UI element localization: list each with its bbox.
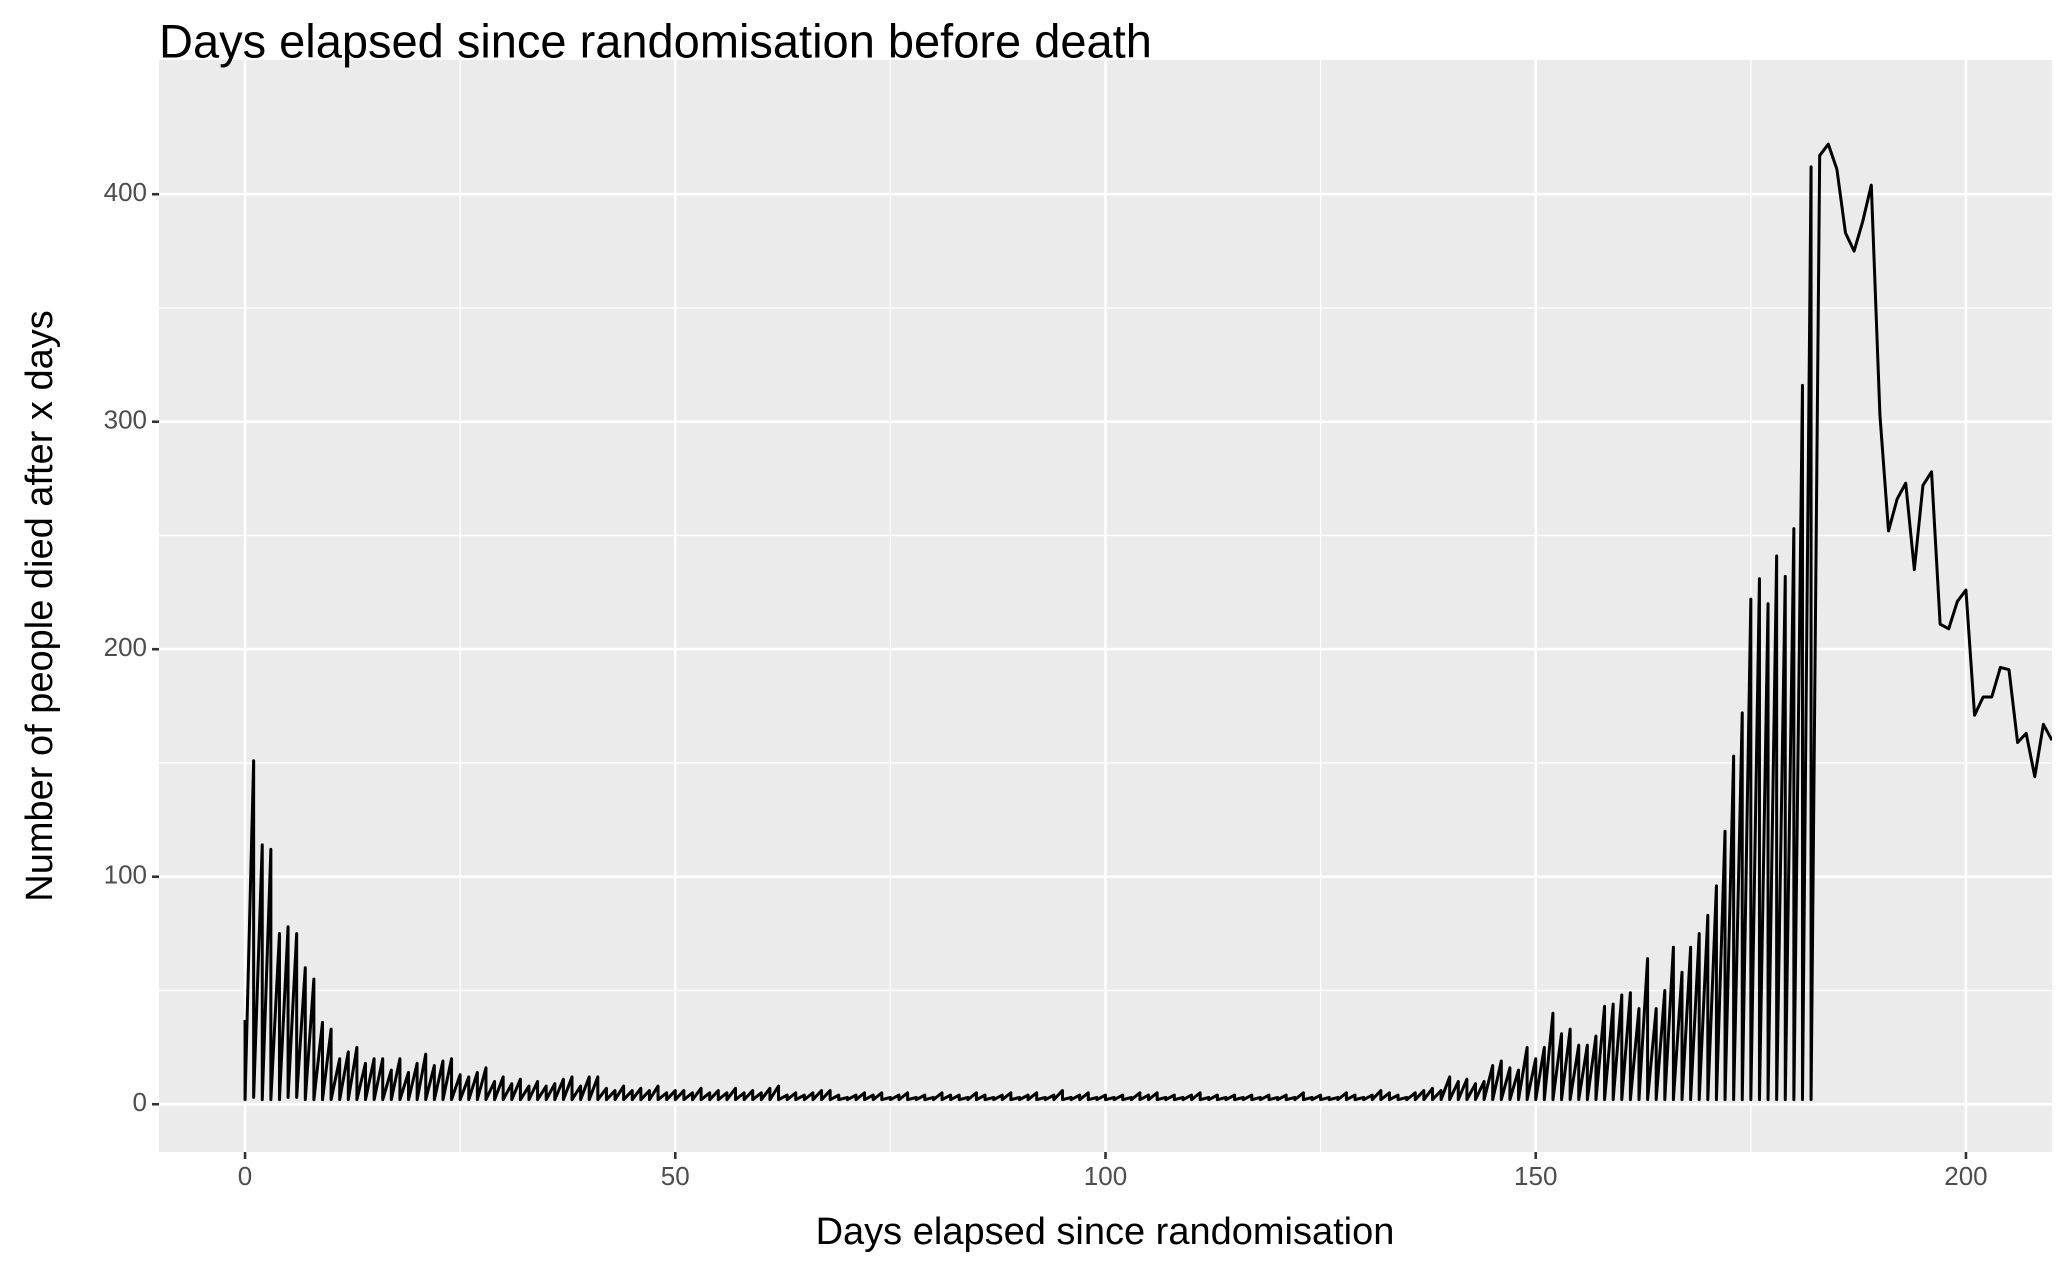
x-tick-label: 100	[1084, 1161, 1127, 1191]
y-tick-label: 400	[104, 177, 147, 207]
x-axis-title: Days elapsed since randomisation	[816, 1211, 1395, 1253]
x-tick-label: 0	[238, 1161, 252, 1191]
line	[243, 142, 2052, 1102]
x-tick-label: 200	[1944, 1161, 1987, 1191]
y-axis-title: Number of people died after x days	[19, 310, 61, 901]
x-tick-label: 50	[661, 1161, 690, 1191]
y-tick-label: 200	[104, 632, 147, 662]
chart-title: Days elapsed since randomisation before …	[159, 14, 1152, 67]
y-tick-label: 0	[133, 1087, 147, 1117]
y-tick-label: 300	[104, 405, 147, 435]
x-tick-label: 150	[1514, 1161, 1557, 1191]
y-tick-label: 100	[104, 860, 147, 890]
